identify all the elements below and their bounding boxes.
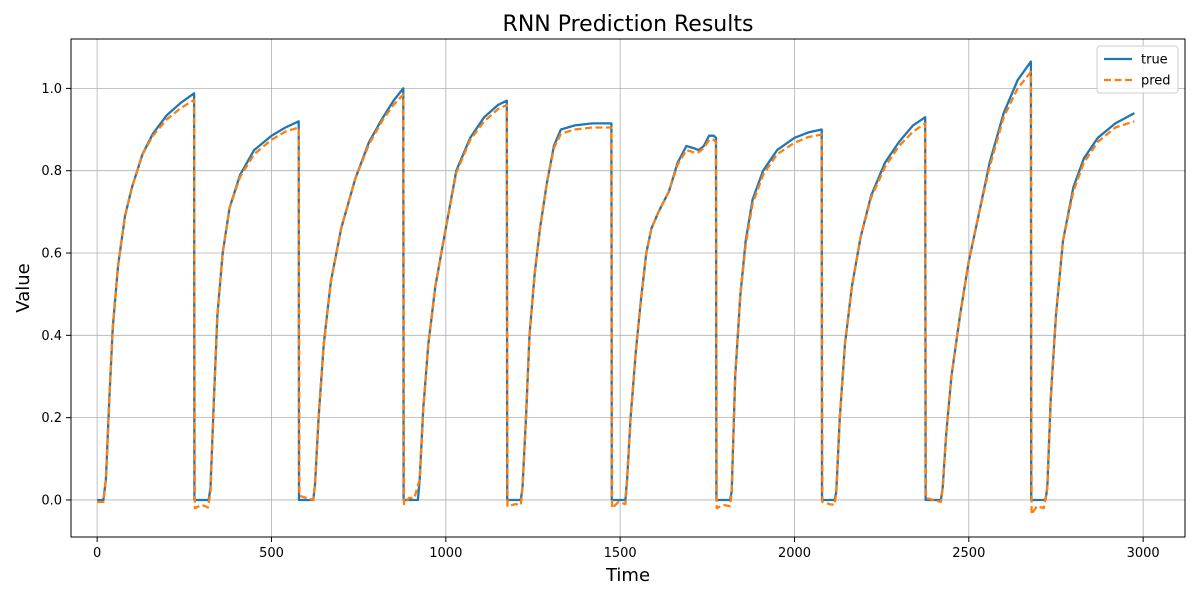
x-tick-label: 2000 [778, 546, 811, 561]
y-tick-label: 0.8 [41, 164, 62, 179]
y-tick-label: 1.0 [41, 82, 62, 97]
x-tick-label: 1500 [604, 546, 637, 561]
y-tick-label: 0.4 [41, 329, 62, 344]
grid [71, 39, 1185, 537]
y-axis-label: Value [13, 263, 34, 312]
series-lines [97, 60, 1135, 516]
series-line-pred [97, 70, 1135, 516]
x-tick-label: 1000 [429, 546, 462, 561]
x-tick-label: 0 [93, 546, 101, 561]
x-axis-label: Time [605, 565, 650, 586]
legend-label-pred: pred [1141, 74, 1171, 89]
chart-title: RNN Prediction Results [503, 12, 754, 37]
axis-ticks: 0 500 1000 1500 2000 2500 3000 0.0 0.2 0.4 0.6 0.8 1… [41, 82, 1159, 561]
y-tick-label: 0.6 [41, 247, 62, 262]
y-tick-label: 0.2 [41, 411, 62, 426]
x-tick-label: 2500 [952, 546, 985, 561]
legend-box [1096, 45, 1179, 94]
x-tick-label: 500 [259, 546, 284, 561]
plot-frame [70, 38, 1186, 538]
legend: true pred [1096, 45, 1179, 94]
legend-label-true: true [1141, 53, 1168, 68]
x-tick-label: 3000 [1127, 546, 1160, 561]
y-tick-label: 0.0 [41, 493, 62, 508]
